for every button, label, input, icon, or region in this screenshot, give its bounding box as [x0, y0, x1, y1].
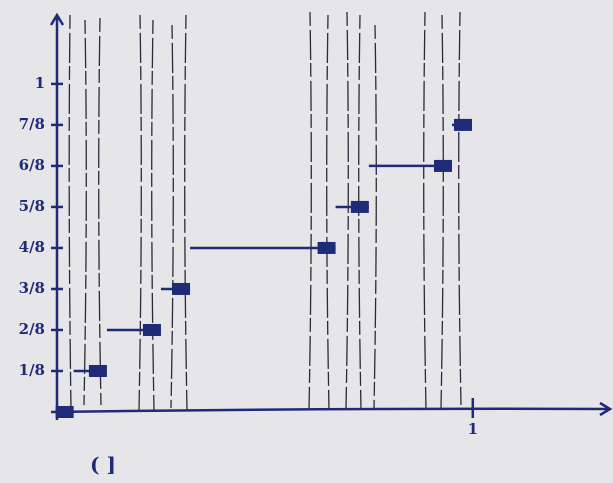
y-tick-label: 1	[35, 74, 45, 92]
y-tick-label: 2/8	[19, 320, 45, 338]
x-axis	[51, 403, 610, 415]
page: {"chart_data": {"type": "step", "x": [0,…	[0, 0, 613, 483]
step-end-block	[351, 201, 369, 213]
y-tick-label: 4/8	[19, 238, 45, 256]
annotation: ( ]	[90, 453, 116, 477]
y-tick-label: 3/8	[19, 279, 45, 297]
step-end-block	[434, 160, 452, 172]
step-end-block	[172, 283, 190, 295]
y-tick-label: 7/8	[19, 115, 45, 133]
x-tick-label: 1	[468, 420, 478, 438]
y-tick-label: 5/8	[19, 197, 45, 215]
y-axis	[51, 15, 63, 420]
sketch-lines	[69, 12, 461, 410]
step-end-block	[454, 119, 472, 131]
step-end-block	[143, 324, 161, 336]
y-tick-label: 1/8	[19, 361, 45, 379]
step-end-block	[89, 365, 107, 377]
step-end-block	[318, 242, 336, 254]
y-tick-label: 6/8	[19, 156, 45, 174]
chart: ( ] 1/8 2/8 3/8 4/8 5/8 6/8 7/8 1 1	[0, 0, 613, 483]
step-end-block	[56, 406, 74, 418]
